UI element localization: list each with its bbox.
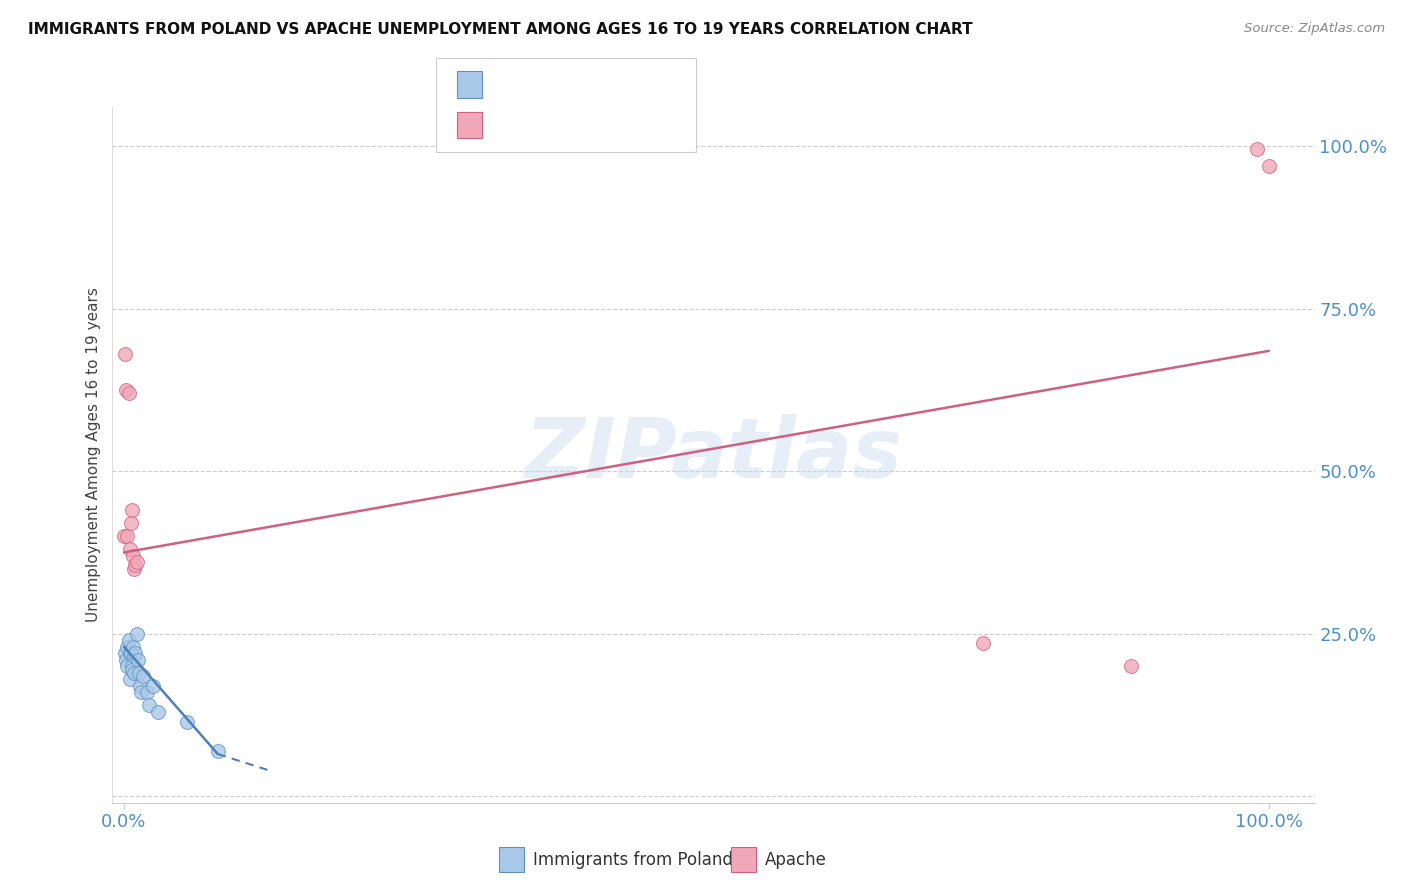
Point (120, 646, 142, 660)
Text: Source: ZipAtlas.com: Source: ZipAtlas.com (1244, 22, 1385, 36)
Point (1121, 659, 1143, 673)
Text: R =: R = (494, 116, 530, 134)
Text: N =: N = (596, 76, 644, 94)
Point (121, 663, 143, 677)
Point (122, 649, 145, 664)
Point (118, 646, 141, 660)
Text: Apache: Apache (765, 851, 827, 869)
Point (115, 383, 138, 397)
Point (117, 386, 139, 401)
Text: 26: 26 (637, 76, 659, 94)
Point (114, 347, 136, 361)
Point (1246, 142, 1268, 156)
Point (138, 698, 160, 713)
Point (129, 685, 152, 699)
Point (207, 744, 229, 758)
Point (128, 665, 150, 680)
Point (132, 669, 155, 683)
Text: 0.439: 0.439 (527, 116, 579, 134)
Point (117, 659, 139, 673)
Point (122, 562, 145, 576)
Point (124, 558, 146, 573)
Point (972, 636, 994, 650)
Text: R =: R = (494, 76, 530, 94)
Point (148, 705, 170, 719)
Text: IMMIGRANTS FROM POLAND VS APACHE UNEMPLOYMENT AMONG AGES 16 TO 19 YEARS CORRELAT: IMMIGRANTS FROM POLAND VS APACHE UNEMPLO… (28, 22, 973, 37)
Point (122, 640, 145, 654)
Point (141, 679, 163, 693)
Point (124, 646, 146, 660)
Point (112, 529, 135, 543)
Text: 19: 19 (637, 116, 659, 134)
Point (122, 665, 145, 680)
Point (117, 640, 139, 654)
Point (1257, 159, 1279, 173)
Point (121, 503, 143, 517)
Y-axis label: Unemployment Among Ages 16 to 19 years: Unemployment Among Ages 16 to 19 years (86, 287, 101, 623)
Point (125, 626, 148, 640)
Point (115, 653, 138, 667)
Point (118, 672, 141, 686)
Point (127, 653, 149, 667)
Point (117, 529, 139, 543)
Point (118, 542, 141, 557)
Text: -0.446: -0.446 (527, 76, 581, 94)
Point (129, 679, 152, 693)
Point (122, 549, 145, 563)
Point (125, 555, 148, 569)
Point (121, 659, 143, 673)
Point (135, 685, 157, 699)
Text: ZIPatlas: ZIPatlas (524, 415, 903, 495)
Point (120, 516, 142, 531)
Point (176, 714, 198, 729)
Point (117, 633, 139, 648)
Text: Immigrants from Poland: Immigrants from Poland (533, 851, 733, 869)
Text: N =: N = (596, 116, 644, 134)
Point (114, 646, 136, 660)
